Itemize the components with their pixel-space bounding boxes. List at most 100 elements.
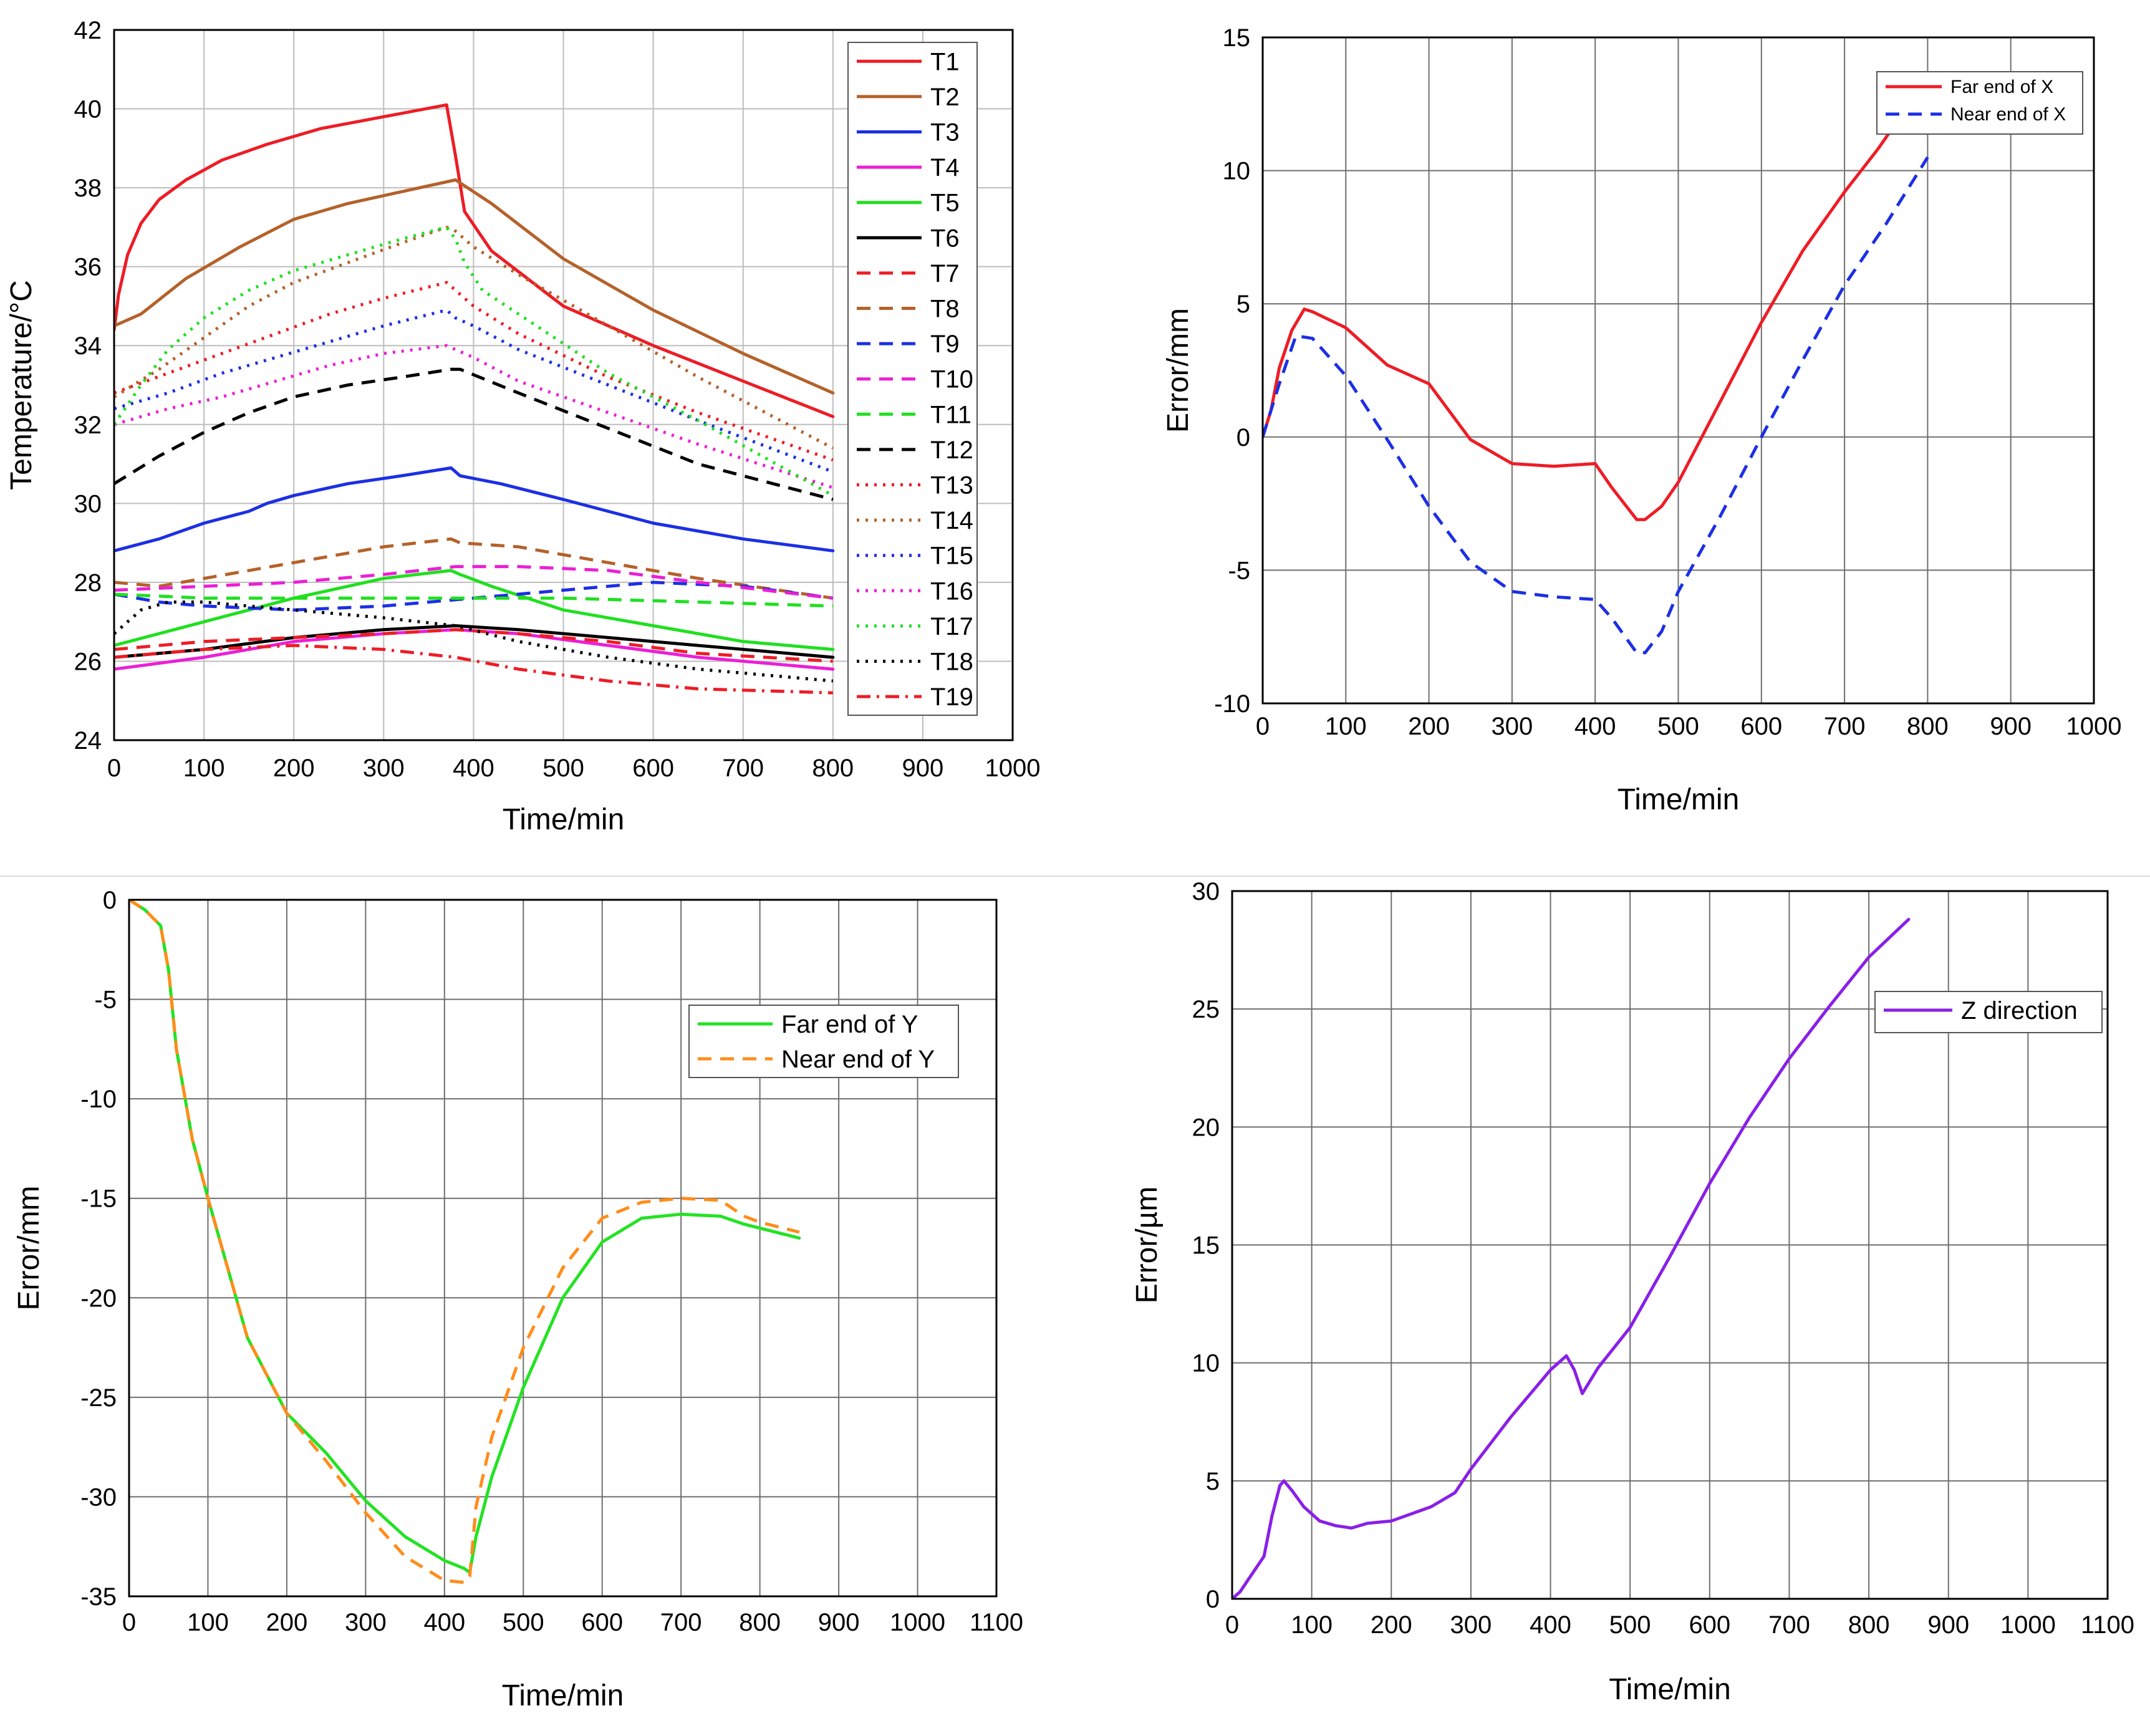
series-line-t10 <box>114 565 834 600</box>
y-tick-label: 40 <box>74 96 102 123</box>
x-tick-label: 1000 <box>890 1609 945 1636</box>
y-tick-label: 36 <box>74 254 102 281</box>
x-tick-label: 500 <box>503 1609 544 1636</box>
legend-label: T3 <box>930 119 960 147</box>
legend-label: T7 <box>930 260 960 287</box>
plot-frame <box>1231 890 2109 1600</box>
x-tick-label: 900 <box>818 1609 860 1636</box>
x-tick-label: 100 <box>1325 713 1367 740</box>
series-line-near-end-of-x <box>1263 156 1929 655</box>
legend-label: T16 <box>930 577 973 605</box>
legend-box <box>688 1005 959 1078</box>
series-line-t1 <box>114 103 835 418</box>
x-tick-label: 200 <box>273 755 315 782</box>
y-tick-label: 32 <box>74 412 102 439</box>
z-error-chart: 0 100 200 300 400 500 600 700 800 900 1000 1100 0 5 10… <box>1130 878 2134 1706</box>
series-line-t19 <box>114 644 833 695</box>
y-axis-label: Error/mm <box>12 1186 46 1311</box>
series-line-t13 <box>114 281 834 462</box>
plot-frame <box>1261 36 2095 705</box>
x-tick-label: 400 <box>1530 1611 1571 1639</box>
x-tick-label: 200 <box>1408 713 1450 740</box>
series-line-t7 <box>114 628 833 663</box>
series-line-far-end-of-x <box>1263 123 1896 521</box>
legend-box <box>1874 991 2103 1033</box>
y-tick-label: 30 <box>1192 878 1220 905</box>
y-axis-label: Error/µm <box>1130 1187 1164 1304</box>
legend-label: T11 <box>930 401 971 428</box>
y-tick-label: -5 <box>1228 557 1250 584</box>
y-tick-label: 15 <box>1223 24 1251 52</box>
legend-label: T2 <box>930 84 960 111</box>
legend: Z direction <box>1874 991 2103 1033</box>
series-line-t3 <box>114 466 835 552</box>
legend-label: Far end of Y <box>781 1011 918 1038</box>
legend-label: T14 <box>930 507 973 534</box>
x-tick-label: 200 <box>266 1609 308 1636</box>
legend-label: T9 <box>930 330 960 358</box>
series-group <box>114 103 835 695</box>
x-tick-label: 500 <box>1657 713 1699 740</box>
y-tick-label: 5 <box>1236 291 1250 318</box>
x-tick-label: 700 <box>722 755 764 782</box>
legend-label: T4 <box>930 154 960 181</box>
x-tick-label: 600 <box>581 1609 623 1636</box>
y-tick-label: -35 <box>80 1583 117 1611</box>
x-tick-label: 1000 <box>2066 713 2122 740</box>
x-tick-label: 800 <box>1907 713 1949 740</box>
legend-label: T12 <box>930 436 973 464</box>
y-tick-label: 25 <box>1192 996 1220 1023</box>
x-tick-label: 100 <box>183 755 225 782</box>
x-tick-label: 100 <box>187 1609 229 1636</box>
x-tick-label: 800 <box>739 1609 781 1636</box>
legend-label: T10 <box>930 366 973 393</box>
series-line-near-end-of-y <box>129 900 800 1584</box>
x-tick-label: 600 <box>1740 713 1782 740</box>
legend: Far end of Y Near end of Y <box>688 1005 959 1078</box>
x-tick-label: 300 <box>345 1609 387 1636</box>
x-tick-label: 700 <box>660 1609 702 1636</box>
series-line-t18 <box>114 600 834 683</box>
x-tick-label: 1100 <box>2081 1611 2134 1639</box>
x-tick-label: 900 <box>1927 1611 1969 1639</box>
y-tick-label: 20 <box>1192 1114 1220 1141</box>
x-tick-label: 800 <box>1848 1611 1890 1639</box>
series-line-t5 <box>114 569 835 651</box>
x-tick-label: 300 <box>1492 713 1533 740</box>
y-tick-label: 15 <box>1192 1232 1220 1260</box>
x-tick-label: 600 <box>632 755 674 782</box>
y-tick-label: 34 <box>74 332 102 360</box>
y-tick-label: 0 <box>1206 1586 1220 1613</box>
series-line-t9 <box>114 581 834 612</box>
series-group <box>1232 917 1911 1599</box>
series-line-t6 <box>114 624 835 659</box>
x-tick-label: 500 <box>1609 1611 1651 1639</box>
series-line-t16 <box>114 344 834 489</box>
x-axis-label: Time/min <box>1617 783 1740 816</box>
x-tick-label: 900 <box>1990 713 2032 740</box>
y-tick-label: 28 <box>74 569 102 597</box>
legend-label: T8 <box>930 296 960 323</box>
series-line-t2 <box>114 178 835 395</box>
legend-label: T13 <box>930 472 973 499</box>
series-group <box>1263 123 1929 655</box>
series-line-t12 <box>114 367 834 501</box>
x-axis-label: Time/min <box>503 803 625 836</box>
x-tick-label: 1000 <box>985 755 1041 782</box>
legend-label: T1 <box>930 48 960 75</box>
y-tick-label: -15 <box>80 1185 117 1213</box>
legend-label: Near end of X <box>1950 104 2066 125</box>
y-tick-label: -25 <box>80 1384 117 1412</box>
y-axis-label: Error/mm <box>1162 308 1195 433</box>
y-tick-label: 5 <box>1206 1468 1220 1495</box>
x-tick-label: 0 <box>1256 713 1270 740</box>
legend-label: T18 <box>930 649 973 676</box>
x-tick-label: 300 <box>1450 1611 1492 1639</box>
legend-label: T17 <box>930 613 973 640</box>
y-axis-label: Temperature/°C <box>5 280 38 490</box>
y-tick-label: -5 <box>94 986 117 1014</box>
series-line-t17 <box>114 225 834 497</box>
y-error-chart: 0 100 200 300 400 500 600 700 800 900 1000 1100 -35 -… <box>12 887 1023 1712</box>
legend: Far end of X Near end of X <box>1876 71 2083 135</box>
